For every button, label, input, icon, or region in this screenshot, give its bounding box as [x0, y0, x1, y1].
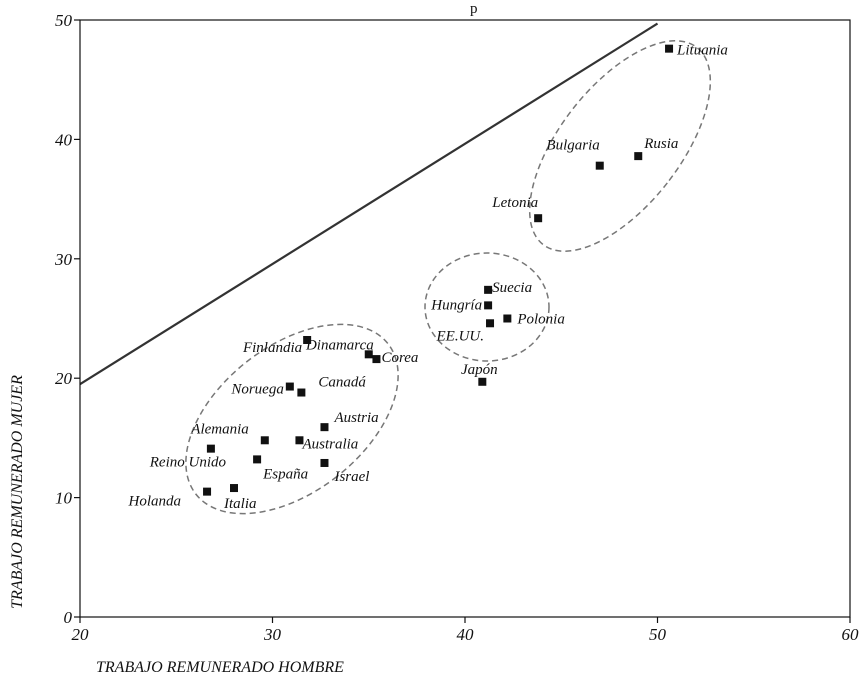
point-label: España — [262, 466, 308, 482]
point-label: Dinamarca — [305, 337, 374, 353]
reference-line — [79, 22, 659, 386]
reference-line-group — [79, 22, 659, 386]
data-point — [364, 350, 373, 359]
data-point — [595, 161, 604, 170]
data-points: Lituania Bulgaria Rusia Letonia Suecia Hungrí… — [128, 43, 728, 512]
y-tick-label: 10 — [55, 489, 73, 508]
data-point — [478, 377, 487, 386]
data-point — [484, 301, 493, 310]
data-point — [206, 444, 215, 453]
data-point — [260, 436, 269, 445]
cluster-ellipse-1 — [528, 40, 712, 252]
x-tick-label: 20 — [72, 625, 90, 644]
point-label: Lituania — [676, 43, 728, 59]
axes: 20 30 40 50 60 0 10 20 30 40 50 — [54, 11, 859, 644]
point-label: Canadá — [318, 375, 366, 391]
y-tick-label: 50 — [55, 11, 73, 30]
data-point — [372, 355, 381, 364]
plot-frame — [79, 19, 851, 618]
cluster-ellipse-2 — [424, 252, 550, 362]
point-label: Japón — [461, 362, 498, 378]
point-label: Holanda — [128, 494, 182, 510]
x-tick-label: 50 — [649, 625, 667, 644]
y-tick-label: 0 — [64, 608, 73, 627]
point-label: EE.UU. — [436, 328, 485, 344]
data-point — [253, 455, 262, 464]
point-label: Finlandia — [242, 340, 302, 356]
data-point — [665, 44, 674, 53]
x-tick-label: 40 — [457, 625, 475, 644]
data-point — [297, 388, 306, 397]
point-label: Rusia — [643, 136, 678, 152]
cluster-ellipses — [185, 40, 712, 515]
x-axis-title: TRABAJO REMUNERADO HOMBRE — [96, 659, 344, 676]
y-tick-label: 20 — [55, 369, 73, 388]
data-point — [486, 319, 495, 328]
data-point — [203, 487, 212, 496]
point-label: Letonia — [491, 195, 538, 211]
point-label: Israel — [333, 469, 369, 485]
point-label: Noruega — [230, 382, 284, 398]
data-point — [320, 423, 329, 432]
point-label: Polonia — [516, 312, 565, 328]
data-point — [303, 335, 312, 344]
point-label: Reino Unido — [149, 455, 227, 471]
point-label: Suecia — [492, 280, 532, 296]
data-point — [503, 314, 512, 323]
top-text: p — [470, 1, 478, 17]
y-axis-title: TRABAJO REMUNERADO MUJER — [9, 375, 26, 609]
data-point — [320, 458, 329, 467]
x-tick-label: 30 — [263, 625, 282, 644]
cluster-ellipse-3 — [185, 323, 399, 515]
x-tick-label: 60 — [842, 625, 860, 644]
point-label: Australia — [301, 436, 358, 452]
point-label: Corea — [381, 350, 418, 366]
data-point — [295, 436, 304, 445]
data-point — [534, 214, 543, 223]
data-point — [230, 484, 238, 493]
data-point — [634, 152, 643, 161]
point-label: Alemania — [190, 421, 249, 437]
y-tick-label: 40 — [55, 130, 73, 149]
point-label: Bulgaria — [546, 138, 599, 154]
point-label: Austria — [333, 410, 378, 426]
data-point — [285, 382, 294, 391]
data-point — [484, 285, 493, 294]
point-label: Italia — [223, 496, 257, 512]
point-label: Hungría — [430, 297, 482, 313]
y-tick-label: 30 — [54, 250, 73, 269]
